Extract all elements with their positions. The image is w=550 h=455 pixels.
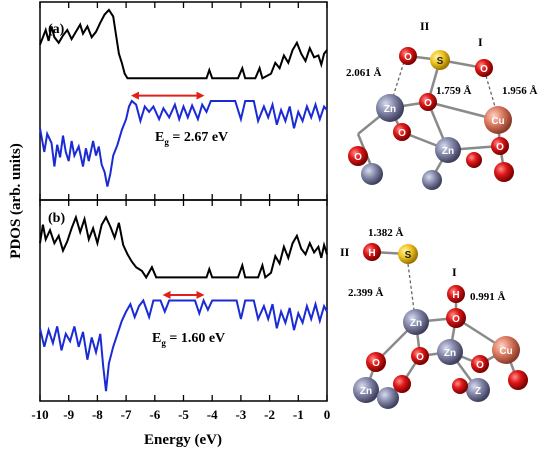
atom-label: O <box>424 98 432 109</box>
structure-b: H S H O Zn Cu Zn O O O Zn Z II I 1.382 Å… <box>340 227 528 409</box>
atom-label: S <box>405 250 412 261</box>
atom-label: O <box>398 128 406 139</box>
atom-label: Zn <box>442 146 454 157</box>
panel-b-upper-curve <box>39 214 328 280</box>
structure-a-s-atom <box>430 50 450 70</box>
x-tick-label: -6 <box>149 407 160 422</box>
atom-label: Cu <box>499 346 512 357</box>
atom-label: H <box>368 248 375 259</box>
structure-a-site-ii: II <box>420 19 430 33</box>
structure-a-cu-atom <box>484 106 512 134</box>
atom-label: O <box>476 360 484 371</box>
atom-label: Z <box>475 386 481 397</box>
x-tick-label: -8 <box>92 407 103 422</box>
atom-label: S <box>437 56 444 67</box>
x-tick-label: -2 <box>264 407 275 422</box>
structure-b-zn-atom <box>377 387 399 409</box>
structure-a-zn-atom <box>422 170 442 190</box>
structure-a-o-atom <box>491 137 509 155</box>
structure-b-site-i: I <box>452 265 457 279</box>
atom-label: O <box>496 142 504 153</box>
x-axis-ticks: -10 -9 -8 -7 -6 -5 -4 -3 -2 -1 0 <box>31 2 330 422</box>
panel-a-label: (a) <box>48 22 65 37</box>
atom-label: O <box>404 52 412 63</box>
structure-b-zn-atom <box>403 309 429 335</box>
structure-b-o-atom <box>366 352 386 372</box>
structure-a-o-atom <box>494 162 514 182</box>
structure-a-distance: 1.956 Å <box>502 85 538 97</box>
atom-label: Zn <box>384 104 396 115</box>
structure-b-dashed-bonds <box>407 263 415 311</box>
x-tick-label: -10 <box>31 407 48 422</box>
structure-b-o-atom <box>393 375 411 393</box>
atom-label: O <box>480 64 488 75</box>
structure-b-bonds <box>364 250 520 391</box>
structure-a-zn-atom <box>361 163 383 185</box>
atom-label: Zn <box>444 348 456 359</box>
structure-b-cu-atom <box>492 336 520 364</box>
structure-b-distance: 0.991 Å <box>470 291 506 303</box>
panel-b-label: (b) <box>48 211 65 226</box>
structure-b-h-atom <box>363 243 381 261</box>
structure-a-o-atom <box>466 152 482 168</box>
atom-label: Zn <box>360 386 372 397</box>
structure-a-zn-atom <box>376 94 404 122</box>
structure-a-o-atom <box>475 59 493 77</box>
structure-b-o-atom <box>452 378 468 394</box>
structure-a-o-atom <box>419 93 437 111</box>
structure-b-distance: 1.382 Å <box>368 227 404 239</box>
x-tick-label: 0 <box>324 407 331 422</box>
structure-b-distance: 2.399 Å <box>348 287 384 299</box>
structure-a-o-atom <box>399 47 417 65</box>
atom-label: H <box>452 290 459 301</box>
structure-b-o-atom <box>471 355 489 373</box>
x-tick-label: -3 <box>235 407 246 422</box>
x-tick-label: -9 <box>63 407 74 422</box>
panel-b-lower-curve <box>39 297 328 392</box>
structure-a-zn-atom <box>435 137 461 163</box>
atom-label: O <box>372 358 380 369</box>
x-tick-label: -5 <box>178 407 189 422</box>
panel-a: (a) Eg = 2.67 eV <box>39 8 328 187</box>
structure-b-zn-atom <box>466 378 490 402</box>
atom-label: Zn <box>410 318 422 329</box>
structure-a-dashed-bonds <box>391 61 497 111</box>
x-tick-label: -4 <box>207 407 218 422</box>
x-tick-label: -7 <box>121 407 132 422</box>
structure-b-site-ii: II <box>340 245 350 259</box>
x-axis-label: Energy (eV) <box>144 432 222 448</box>
structure-b-o-atom <box>508 370 528 390</box>
x-tick-label: -1 <box>293 407 304 422</box>
structure-a-distance: 1.759 Å <box>436 85 472 97</box>
atom-label: O <box>354 152 362 163</box>
atom-label: O <box>452 314 460 325</box>
structure-a-o-atom <box>348 146 368 166</box>
structure-a-distance: 2.061 Å <box>346 67 382 79</box>
panel-a-gap-label: Eg = 2.67 eV <box>155 130 228 147</box>
atom-label: Cu <box>491 116 504 127</box>
structure-b-h-atom <box>447 285 465 303</box>
y-axis-label: PDOS (arb. units) <box>8 143 24 258</box>
structure-b-o-atom <box>411 347 429 365</box>
structure-b-zn-atom <box>353 377 379 403</box>
panel-a-upper-curve <box>39 8 328 80</box>
structure-a-site-i: I <box>478 35 483 49</box>
structure-a: O S O O Zn Cu O Zn O O II I 2.061 Å 1.75… <box>346 19 538 190</box>
structure-b-zn-atom <box>437 339 463 365</box>
panel-b-gap-label: Eg = 1.60 eV <box>152 331 225 348</box>
panel-a-lower-curve <box>39 99 328 187</box>
structure-b-o-atom <box>446 308 466 328</box>
structure-b-s-atom <box>398 244 418 264</box>
structure-a-o-atom <box>393 123 411 141</box>
panel-b: (b) Eg = 1.60 eV <box>39 211 328 392</box>
atom-label: O <box>416 352 424 363</box>
